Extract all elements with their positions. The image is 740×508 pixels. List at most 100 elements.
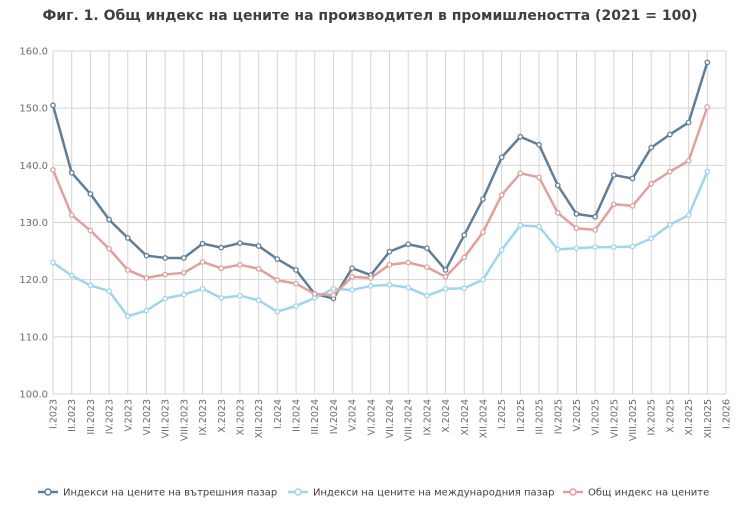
data-point-1 [704,59,711,66]
data-point-3 [87,227,94,234]
y-tick-label: 140.0 [19,161,48,172]
data-point-3 [554,209,561,216]
data-point-2 [330,285,337,292]
data-point-2 [461,285,468,292]
data-point-1 [629,175,636,182]
data-point-1 [124,235,131,241]
data-point-1 [162,255,169,261]
data-point-2 [106,288,112,294]
data-point-3 [68,212,75,218]
data-point-1 [536,141,542,148]
legend-marker-2 [294,488,302,496]
data-point-2 [480,276,486,283]
x-tick-label: VII.2024 [385,399,396,438]
data-point-1 [218,244,225,251]
legend: Индекси на цените на вътрешния пазар Инде… [38,488,709,499]
y-tick-label: 110.0 [19,332,48,343]
x-tick-label: V.2023 [123,399,134,431]
x-tick-label: V.2024 [348,399,359,431]
data-point-3 [648,180,655,187]
x-tick-label: IX.2023 [198,399,209,436]
data-point-2 [181,291,187,298]
data-point-2 [255,297,262,304]
grid-lines [52,50,727,395]
data-point-2 [68,272,75,279]
data-point-3 [424,264,430,270]
data-point-3 [573,225,580,232]
legend-label-1: Индекси на цените на вътрешния пазар [63,488,277,499]
data-point-1 [405,241,412,248]
y-tick-label: 120.0 [19,275,48,286]
data-point-1 [498,154,505,161]
data-point-1 [274,256,281,262]
data-point-3 [218,265,225,272]
data-point-3 [629,203,636,209]
data-point-2 [704,168,711,175]
data-point-3 [667,168,673,175]
x-tick-label: XI.2024 [460,399,471,436]
data-point-2 [87,282,94,289]
x-tick-label: I.2025 [497,399,508,429]
data-point-1 [68,169,75,176]
data-point-2 [554,246,561,253]
data-point-3 [517,170,524,177]
legend-marker-3 [569,488,577,496]
x-tick-label: I.2023 [49,399,60,429]
data-point-1 [349,265,355,272]
data-point-3 [349,273,355,280]
data-point-3 [461,254,468,261]
data-point-2 [237,292,243,299]
data-point-1 [293,267,299,273]
x-tick-label: VI.2025 [591,399,602,436]
series-line-2 [51,170,709,318]
data-point-2 [218,295,225,301]
y-tick-label: 160.0 [19,47,48,58]
data-point-2 [442,285,449,292]
data-point-3 [536,174,542,181]
x-tick-label: VII.2025 [609,399,620,438]
y-tick-label: 150.0 [19,104,48,115]
x-tick-label: VIII.2024 [404,399,415,441]
data-point-2 [199,285,206,292]
data-point-2 [536,223,542,230]
data-point-2 [573,245,580,252]
data-point-3 [106,245,112,252]
series-line-1 [51,61,709,300]
x-tick-label: IV.2023 [105,399,116,434]
data-point-3 [610,201,617,208]
data-point-3 [405,259,412,266]
x-tick-label: IV.2025 [553,399,564,434]
data-point-2 [592,244,598,250]
data-point-1 [106,216,112,223]
data-point-2 [648,235,655,242]
x-tick-label: I.2026 [722,399,733,429]
x-tick-label: XI.2023 [235,399,246,436]
data-point-2 [629,243,636,250]
data-point-3 [480,229,486,236]
data-point-1 [386,248,393,255]
x-tick-label: IV.2024 [329,399,340,434]
data-point-1 [554,182,561,189]
data-point-3 [367,275,374,281]
data-point-2 [667,221,673,228]
data-point-2 [349,287,355,293]
data-point-3 [498,192,505,198]
data-point-1 [255,243,262,249]
x-tick-label: XII.2025 [703,399,714,438]
data-point-1 [442,267,449,273]
x-tick-label: I.2024 [273,399,284,429]
data-point-3 [162,271,169,278]
data-point-2 [274,308,281,315]
data-point-1 [667,131,673,138]
data-point-1 [181,255,187,261]
data-point-2 [498,247,505,253]
legend-marker-1 [44,488,52,496]
data-point-1 [648,144,655,151]
data-point-3 [124,267,131,273]
data-point-2 [405,284,412,291]
data-point-2 [367,283,374,289]
x-tick-label: II.2025 [516,399,527,432]
x-tick-label: VIII.2025 [628,399,639,441]
x-tick-label: II.2023 [67,399,78,432]
